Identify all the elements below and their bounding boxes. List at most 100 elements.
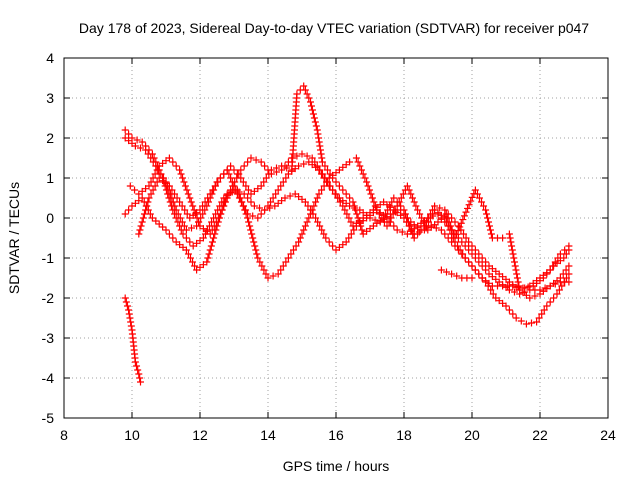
data-point [212, 226, 220, 234]
data-point [269, 194, 277, 202]
data-point [565, 242, 573, 250]
data-point [499, 234, 507, 242]
data-point [482, 266, 490, 274]
data-point [471, 186, 479, 194]
data-point [191, 262, 199, 270]
data-point [400, 206, 408, 214]
data-point [339, 186, 347, 194]
data-point [207, 242, 215, 250]
data-point [347, 218, 355, 226]
data-point [401, 210, 409, 218]
x-tick-label: 22 [532, 427, 548, 443]
data-point [231, 178, 239, 186]
data-point [556, 274, 564, 282]
data-point [138, 138, 146, 146]
data-point [461, 242, 469, 250]
data-point [560, 278, 568, 286]
data-point [165, 182, 173, 190]
data-point [405, 186, 413, 194]
data-point [242, 182, 250, 190]
data-point [407, 226, 415, 234]
data-point [460, 212, 468, 220]
x-tick-label: 10 [124, 427, 140, 443]
data-point [399, 190, 407, 198]
data-point [417, 226, 425, 234]
data-point [448, 226, 456, 234]
data-point [356, 162, 364, 170]
data-point [140, 210, 148, 218]
data-point [165, 154, 173, 162]
data-point [549, 262, 557, 270]
data-point [380, 214, 388, 222]
data-point [350, 226, 358, 234]
data-point [256, 204, 263, 212]
data-point [366, 186, 374, 194]
data-point [325, 238, 333, 246]
data-point [244, 186, 252, 194]
data-point [403, 214, 411, 222]
data-point [186, 254, 194, 262]
data-point [147, 190, 155, 198]
data-point [152, 217, 160, 225]
y-tick-label: 3 [46, 90, 54, 106]
data-point [515, 282, 523, 290]
data-point [320, 230, 328, 238]
data-point [179, 174, 187, 182]
data-point [248, 230, 256, 238]
data-point [451, 234, 459, 242]
data-point [422, 218, 430, 226]
data-point [290, 246, 297, 254]
data-point [550, 294, 558, 302]
data-point [265, 170, 273, 178]
data-point [343, 210, 351, 218]
data-point [475, 270, 483, 278]
data-point [227, 162, 235, 170]
data-point [311, 118, 319, 126]
data-point [382, 210, 390, 218]
data-point [508, 246, 516, 254]
data-point [144, 150, 152, 158]
data-point [171, 202, 179, 210]
data-point [293, 152, 301, 160]
data-point [143, 202, 151, 210]
data-point [443, 268, 450, 276]
data-point [323, 178, 331, 186]
data-point [391, 206, 399, 214]
data-point [465, 238, 473, 246]
data-point [516, 286, 524, 294]
data-point [239, 202, 247, 210]
data-point [146, 210, 154, 218]
data-point [136, 226, 144, 234]
x-tick-label: 12 [192, 427, 208, 443]
data-point [342, 190, 350, 198]
data-point [301, 222, 309, 230]
data-point [147, 154, 155, 162]
data-point [210, 234, 218, 242]
data-point [342, 238, 350, 246]
data-point [145, 182, 153, 190]
data-point [293, 90, 301, 98]
data-point [554, 254, 562, 262]
data-point [454, 242, 462, 250]
data-point [199, 234, 207, 242]
data-point [482, 258, 490, 266]
data-point [310, 114, 318, 122]
x-tick-label: 24 [600, 427, 616, 443]
data-point [133, 136, 141, 144]
data-point [244, 158, 252, 166]
data-point [142, 146, 150, 154]
data-point [475, 258, 483, 266]
data-point [267, 198, 275, 206]
data-point [370, 198, 378, 206]
data-point [272, 190, 280, 198]
data-point [346, 194, 354, 202]
data-point [303, 218, 311, 226]
data-point [253, 250, 261, 258]
data-point [179, 230, 187, 238]
data-point [314, 218, 322, 226]
data-point [277, 182, 285, 190]
data-point [295, 238, 303, 246]
data-point [538, 310, 546, 318]
data-point [514, 278, 522, 286]
data-point [373, 206, 381, 214]
